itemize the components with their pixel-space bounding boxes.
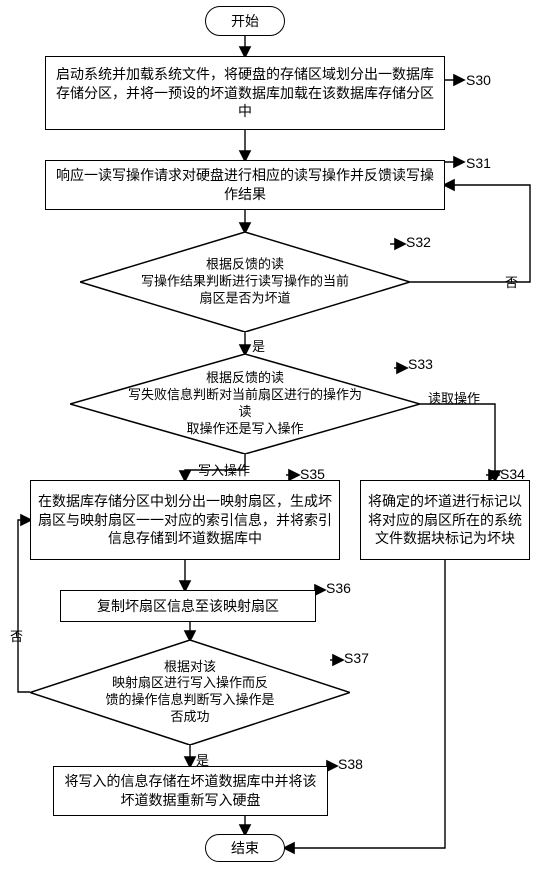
step-label-S34: S34: [500, 466, 525, 482]
s34: 将确定的坏道进行标记以将对应的扇区所在的系统文件数据块标记为坏块: [360, 480, 530, 560]
edge-label-d32_yes: 是: [252, 336, 265, 355]
d37: 根据对该映射扇区进行写入操作而反馈的操作信息判断写入操作是否成功: [30, 640, 350, 745]
step-label-S31: S31: [466, 155, 491, 171]
edge-label-d32_no: 否: [505, 272, 518, 291]
d37-text: 根据对该映射扇区进行写入操作而反馈的操作信息判断写入操作是否成功: [78, 659, 302, 727]
step-label-S35: S35: [300, 466, 325, 482]
s31: 响应一读写操作请求对硬盘进行相应的读写操作并反馈读写操作结果: [45, 160, 445, 210]
arrow-d37-no: [18, 520, 30, 692]
edge-label-d37_no: 否: [10, 626, 23, 645]
s35: 在数据库存储分区中划分出一映射扇区，生成坏扇区与映射扇区一一对应的索引信息，并将…: [30, 480, 340, 560]
step-label-S36: S36: [326, 580, 351, 596]
start: 开始: [205, 6, 285, 36]
step-label-S32: S32: [406, 234, 431, 250]
d33-text: 根据反馈的读写失败信息判断对当前扇区进行的操作为读取操作还是写入操作: [123, 370, 368, 438]
edge-label-d33_read: 读取操作: [428, 388, 480, 407]
end: 结束: [205, 834, 285, 862]
s30: 启动系统并加载系统文件，将硬盘的存储区域划分出一数据库存储分区，并将一预设的坏道…: [45, 56, 445, 130]
s38: 将写入的信息存储在坏道数据库中并将该坏道数据重新写入硬盘: [53, 766, 328, 816]
d33: 根据反馈的读写失败信息判断对当前扇区进行的操作为读取操作还是写入操作: [70, 354, 420, 454]
s36: 复制坏扇区信息至该映射扇区: [60, 590, 316, 622]
step-label-S30: S30: [466, 72, 491, 88]
step-label-S33: S33: [408, 356, 433, 372]
edge-label-d33_write: 写入操作: [198, 460, 250, 479]
edge-label-d37_yes: 是: [196, 750, 209, 769]
arrow-d33-read: [420, 404, 495, 480]
d32: 根据反馈的读写操作结果判断进行读写操作的当前扇区是否为坏道: [80, 232, 410, 332]
step-label-S38: S38: [338, 756, 363, 772]
d32-text: 根据反馈的读写操作结果判断进行读写操作的当前扇区是否为坏道: [130, 257, 361, 308]
step-label-S37: S37: [344, 650, 369, 666]
